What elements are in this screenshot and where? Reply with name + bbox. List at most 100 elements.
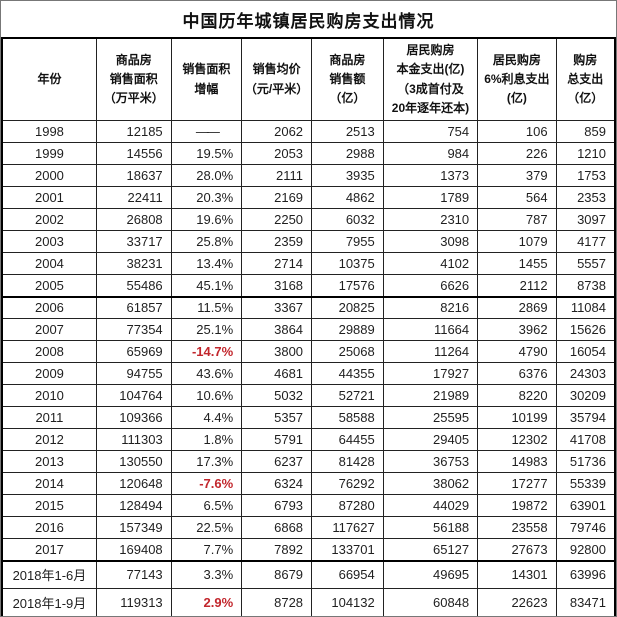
cell-avg-price: 5357 (241, 406, 313, 429)
cell-principal-payment: 4102 (382, 252, 479, 275)
cell-sales-area: 26808 (95, 208, 172, 231)
cell-year: 2013 (1, 450, 97, 473)
cell-area-growth: 45.1% (170, 274, 243, 297)
cell-year: 2000 (1, 164, 97, 187)
cell-principal-payment: 754 (382, 120, 479, 143)
cell-avg-price: 3367 (241, 295, 313, 319)
cell-sales-area: 65969 (95, 340, 172, 363)
cell-area-growth: 10.6% (170, 384, 243, 407)
cell-principal-payment: 1789 (382, 186, 479, 209)
cell-avg-price: 6868 (241, 516, 313, 539)
cell-principal-payment: 8216 (382, 295, 479, 319)
expenditure-table: 年份 商品房 销售面积 （万平米） 销售面积 增幅 销售均价 （元/平米） 商品房 销售额 （亿）居… (1, 37, 616, 616)
cell-year: 2010 (1, 384, 97, 407)
cell-total-payment: 2353 (555, 186, 616, 209)
header-row: 年份 商品房 销售面积 （万平米） 销售面积 增幅 销售均价 （元/平米） 商品房 销售额 （亿）居… (1, 37, 616, 121)
column-header-area-growth: 销售面积 增幅 (170, 37, 243, 121)
cell-avg-price: 2250 (241, 208, 313, 231)
cell-area-growth: 22.5% (170, 516, 243, 539)
cell-avg-price: 4681 (241, 362, 313, 385)
cell-avg-price: 5032 (241, 384, 313, 407)
column-header-year: 年份 (1, 37, 97, 121)
table-row: 2018年1-6月 77143 3.3% 8679 66954 49695 14301 639… (1, 559, 616, 589)
table-row: 2005 55486 45.1% 3168 17576 6626 2112 8738 (1, 274, 616, 297)
cell-year: 2018年1-9月 (1, 588, 97, 616)
cell-sales-area: 14556 (95, 142, 172, 165)
cell-avg-price: 6324 (241, 472, 313, 495)
cell-interest-payment: 6376 (477, 362, 557, 385)
cell-area-growth: 19.6% (170, 208, 243, 231)
cell-total-payment: 55339 (555, 472, 616, 495)
cell-interest-payment: 2869 (477, 295, 557, 319)
cell-sales-amount: 20825 (311, 295, 384, 319)
cell-area-growth: -7.6% (170, 472, 243, 495)
cell-year: 2001 (1, 186, 97, 209)
cell-avg-price: 3864 (241, 318, 313, 341)
table-row: 2017 169408 7.7% 7892 133701 65127 27673 92800 (1, 538, 616, 561)
cell-area-growth: 43.6% (170, 362, 243, 385)
cell-principal-payment: 21989 (382, 384, 479, 407)
cell-year: 2012 (1, 428, 97, 451)
cell-sales-amount: 6032 (311, 208, 384, 231)
cell-interest-payment: 1455 (477, 252, 557, 275)
cell-total-payment: 63901 (555, 494, 616, 517)
cell-principal-payment: 11664 (382, 318, 479, 341)
cell-area-growth: 3.3% (170, 559, 243, 589)
cell-area-growth: —— (170, 120, 243, 143)
cell-avg-price: 2169 (241, 186, 313, 209)
cell-sales-area: 157349 (95, 516, 172, 539)
cell-area-growth: 19.5% (170, 142, 243, 165)
page-title: 中国历年城镇居民购房支出情况 (182, 11, 435, 31)
cell-sales-area: 111303 (95, 428, 172, 451)
cell-sales-amount: 81428 (311, 450, 384, 473)
column-header-interest-payment: 居民购房 6%利息支出 (亿) (477, 37, 557, 121)
cell-year: 2006 (1, 295, 97, 319)
cell-total-payment: 24303 (555, 362, 616, 385)
cell-total-payment: 1210 (555, 142, 616, 165)
cell-sales-amount: 2513 (311, 120, 384, 143)
table-row: 2010 104764 10.6% 5032 52721 21989 8220 30209 (1, 384, 616, 407)
cell-principal-payment: 49695 (382, 559, 479, 589)
cell-total-payment: 16054 (555, 340, 616, 363)
cell-sales-area: 169408 (95, 538, 172, 561)
table-row: 2015 128494 6.5% 6793 87280 44029 19872 63901 (1, 494, 616, 517)
cell-sales-area: 119313 (95, 588, 172, 616)
cell-sales-area: 109366 (95, 406, 172, 429)
cell-interest-payment: 23558 (477, 516, 557, 539)
cell-year: 2011 (1, 406, 97, 429)
cell-year: 2003 (1, 230, 97, 253)
cell-sales-amount: 133701 (311, 538, 384, 561)
table-row: 2012 111303 1.8% 5791 64455 29405 12302 41708 (1, 428, 616, 451)
cell-area-growth: 25.1% (170, 318, 243, 341)
table-row: 1999 14556 19.5% 2053 2988 984 226 1210 (1, 142, 616, 165)
cell-area-growth: 6.5% (170, 494, 243, 517)
column-header-sales-amount: 商品房 销售额 （亿） (311, 37, 384, 121)
cell-avg-price: 6793 (241, 494, 313, 517)
cell-sales-area: 12185 (95, 120, 172, 143)
cell-sales-area: 77354 (95, 318, 172, 341)
cell-sales-amount: 17576 (311, 274, 384, 297)
cell-interest-payment: 3962 (477, 318, 557, 341)
cell-avg-price: 7892 (241, 538, 313, 561)
table-row: 2018年1-9月 119313 2.9% 8728 104132 60848 22623 8… (1, 588, 616, 616)
table-row: 2006 61857 11.5% 3367 20825 8216 2869 11084 (1, 295, 616, 319)
table-row: 2004 38231 13.4% 2714 10375 4102 1455 5557 (1, 252, 616, 275)
table-row: 2000 18637 28.0% 2111 3935 1373 379 1753 (1, 164, 616, 187)
cell-sales-area: 77143 (95, 559, 172, 589)
cell-total-payment: 15626 (555, 318, 616, 341)
cell-interest-payment: 27673 (477, 538, 557, 561)
cell-avg-price: 5791 (241, 428, 313, 451)
cell-sales-amount: 10375 (311, 252, 384, 275)
cell-total-payment: 35794 (555, 406, 616, 429)
cell-total-payment: 79746 (555, 516, 616, 539)
cell-interest-payment: 22623 (477, 588, 557, 616)
cell-area-growth: 25.8% (170, 230, 243, 253)
cell-total-payment: 11084 (555, 295, 616, 319)
cell-area-growth: 2.9% (170, 588, 243, 616)
cell-principal-payment: 25595 (382, 406, 479, 429)
cell-principal-payment: 44029 (382, 494, 479, 517)
table-row: 2008 65969 -14.7% 3800 25068 11264 4790 16054 (1, 340, 616, 363)
table-row: 2002 26808 19.6% 2250 6032 2310 787 3097 (1, 208, 616, 231)
cell-principal-payment: 60848 (382, 588, 479, 616)
cell-year: 2007 (1, 318, 97, 341)
